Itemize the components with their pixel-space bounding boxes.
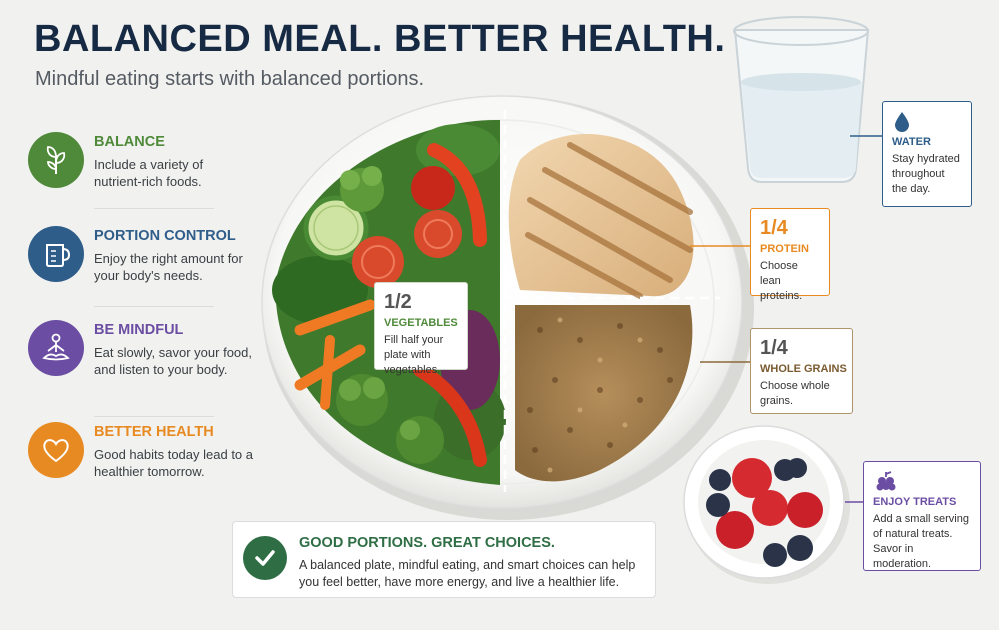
water-glass <box>733 16 870 183</box>
grains-text: Choose whole grains. <box>760 380 830 407</box>
sprout-icon <box>28 132 84 188</box>
pillar-text: Good habits today lead to a healthier to… <box>94 447 254 479</box>
berries-bowl <box>683 425 850 584</box>
pillar-text: Include a variety of nutrient-rich foods… <box>94 157 204 189</box>
water-drop-icon <box>892 110 962 134</box>
protein-portion <box>508 133 694 299</box>
measuring-cup-icon <box>28 226 84 282</box>
protein-text: Choose lean proteins. <box>760 260 803 302</box>
water-callout: WATER Stay hydrated throughout the day. <box>882 101 972 207</box>
vegetables-fraction: 1/2 <box>384 291 412 313</box>
berries-icon <box>873 470 971 494</box>
treats-text: Add a small serving of natural treats. S… <box>873 513 969 570</box>
heart-icon <box>28 422 84 478</box>
vegetables-callout: 1/2 VEGETABLES Fill half your plate with… <box>374 282 468 376</box>
pillar-heading: BETTER HEALTH <box>94 424 214 440</box>
vegetables-text: Fill half your plate with vegetables. <box>384 334 444 376</box>
divider <box>94 208 214 209</box>
water-text: Stay hydrated throughout the day. <box>892 153 960 195</box>
protein-callout: 1/4 PROTEIN Choose lean proteins. <box>750 208 830 302</box>
water-label: WATER <box>892 136 931 148</box>
treats-label: ENJOY TREATS <box>873 496 957 508</box>
summary-banner: GOOD PORTIONS. GREAT CHOICES. A balanced… <box>232 521 656 598</box>
pillar-heading: BE MINDFUL <box>94 322 184 338</box>
pillar-heading: PORTION CONTROL <box>94 228 236 244</box>
divider <box>94 416 214 417</box>
checkmark-icon <box>243 536 287 580</box>
grains-callout: 1/4 WHOLE GRAINS Choose whole grains. <box>750 328 853 414</box>
pillar-text: Eat slowly, savor your food, and listen … <box>94 345 252 377</box>
vegetables-label: VEGETABLES <box>384 317 458 329</box>
summary-heading: GOOD PORTIONS. GREAT CHOICES. <box>299 535 555 551</box>
protein-fraction: 1/4 <box>760 217 788 239</box>
grains-label: WHOLE GRAINS <box>760 363 847 375</box>
treats-callout: ENJOY TREATS Add a small serving of natu… <box>863 461 981 571</box>
summary-text: A balanced plate, mindful eating, and sm… <box>299 558 636 589</box>
page-subtitle: Mindful eating starts with balanced port… <box>35 68 425 90</box>
grains-fraction: 1/4 <box>760 337 788 359</box>
page-title: BALANCED MEAL. BETTER HEALTH. <box>34 18 726 60</box>
grains-portion <box>515 305 693 482</box>
pillar-text: Enjoy the right amount for your body's n… <box>94 251 243 283</box>
divider <box>94 306 214 307</box>
pillar-heading: BALANCE <box>94 134 165 150</box>
meditation-icon <box>28 320 84 376</box>
protein-label: PROTEIN <box>760 243 809 255</box>
